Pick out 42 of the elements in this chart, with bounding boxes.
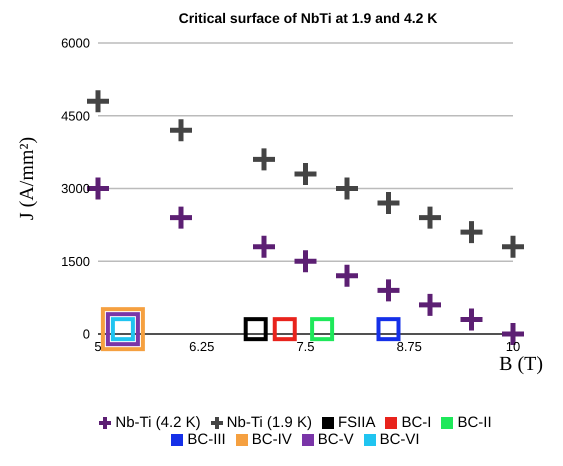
legend-label: BC-III (187, 431, 226, 448)
point (244, 317, 268, 342)
point (310, 317, 334, 342)
point (170, 119, 192, 142)
legend-label: Nb-Ti (1.9 K) (226, 414, 312, 431)
y-tick-label: 3000 (61, 181, 90, 196)
y-tick-label: 6000 (61, 36, 90, 51)
point (253, 236, 275, 258)
legend-label: BC-I (401, 414, 432, 431)
point (87, 90, 109, 112)
legend-label: BC-V (318, 431, 354, 448)
point (419, 206, 441, 229)
point (272, 317, 297, 342)
y-tick-label: 4500 (61, 108, 90, 124)
x-tick-label: 5 (94, 339, 102, 354)
y-tick-label: 0 (82, 326, 90, 342)
point (460, 308, 482, 330)
x-axis-title: B (T) (499, 353, 543, 376)
point (460, 221, 482, 244)
point (378, 279, 400, 302)
x-tick-label: 8.75 (396, 339, 422, 354)
point (502, 236, 524, 258)
legend-label: BC-VI (380, 431, 420, 448)
point (378, 192, 400, 214)
legend-label: Nb-Ti (4.2 K) (115, 414, 201, 431)
y-tick-label: 1500 (61, 254, 90, 269)
point (170, 206, 192, 229)
x-tick-label: 7.5 (296, 339, 315, 354)
chart-title: Critical surface of NbTi at 1.9 and 4.2 K (178, 10, 438, 26)
point (294, 250, 316, 272)
y-axis-title: J (A/mm²) (16, 136, 40, 220)
legend-label: FSIIA (338, 414, 376, 431)
x-tick-label: 6.25 (189, 339, 214, 354)
point (336, 178, 358, 200)
legend-label: BC-II (457, 414, 492, 431)
point (419, 294, 441, 316)
point (253, 148, 275, 170)
point (376, 317, 400, 342)
point (336, 264, 358, 287)
legend-label: BC-IV (252, 431, 292, 448)
x-tick-label: 10 (506, 339, 520, 354)
point (294, 162, 316, 185)
